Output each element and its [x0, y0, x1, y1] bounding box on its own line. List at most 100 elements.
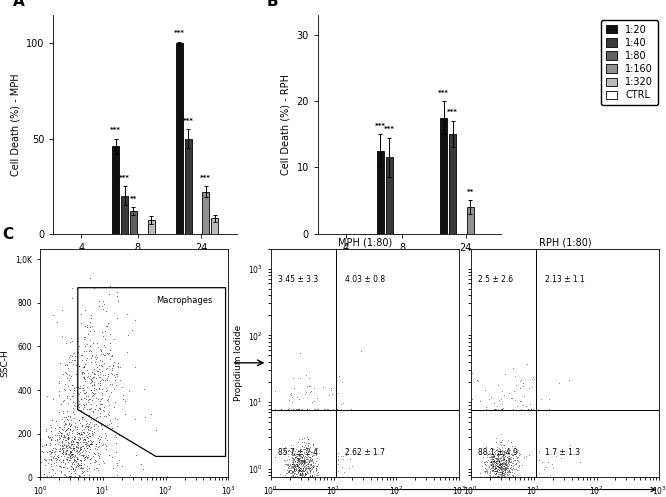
Point: [61, 415, 72, 423]
Point: [73, 443, 83, 451]
Point: [85, 415, 96, 423]
Point: [482, 473, 493, 481]
Text: ***: ***: [174, 30, 184, 36]
Point: [336, 452, 346, 460]
Point: [54, 433, 65, 441]
Point: [305, 473, 316, 481]
Point: [67, 446, 77, 454]
Point: [492, 466, 503, 474]
Point: [528, 375, 539, 383]
Point: [64, 467, 75, 475]
Point: [87, 368, 97, 376]
Point: [99, 434, 110, 442]
Point: [85, 455, 95, 463]
Point: [60, 459, 71, 467]
Point: [76, 430, 87, 438]
Point: [95, 377, 105, 385]
Point: [499, 462, 509, 470]
Point: [57, 433, 68, 441]
Point: [488, 457, 499, 465]
Point: [85, 431, 96, 439]
Point: [97, 375, 108, 383]
Point: [73, 362, 84, 370]
Point: [505, 465, 515, 473]
Point: [306, 471, 317, 479]
Point: [69, 455, 80, 463]
Point: [53, 462, 64, 470]
Point: [496, 473, 507, 481]
Point: [93, 365, 104, 373]
Point: [89, 449, 99, 457]
Point: [67, 408, 78, 415]
Point: [500, 448, 511, 456]
Point: [73, 389, 83, 397]
Point: [487, 453, 498, 461]
Point: [78, 468, 89, 476]
Point: [292, 462, 303, 470]
Point: [285, 405, 296, 413]
Point: [304, 458, 314, 466]
Point: [295, 405, 306, 413]
Point: [508, 462, 519, 470]
Point: [41, 441, 51, 449]
Point: [503, 459, 513, 467]
Point: [288, 374, 298, 382]
Point: [67, 450, 78, 458]
Point: [78, 363, 89, 371]
Point: [93, 343, 103, 351]
Point: [545, 471, 555, 479]
Point: [138, 465, 149, 473]
Point: [64, 451, 75, 459]
Point: [282, 466, 292, 474]
Point: [501, 459, 511, 467]
Point: [35, 452, 45, 460]
Point: [311, 465, 322, 473]
Point: [489, 456, 500, 464]
Point: [80, 389, 91, 397]
Point: [93, 451, 103, 459]
Point: [51, 456, 61, 464]
Point: [501, 464, 512, 472]
Point: [107, 366, 117, 374]
Point: [499, 462, 509, 470]
Point: [67, 451, 77, 459]
Point: [97, 391, 108, 399]
Point: [82, 444, 93, 452]
Point: [99, 334, 110, 342]
Point: [69, 356, 80, 364]
Point: [295, 466, 306, 474]
Point: [307, 456, 318, 464]
Point: [306, 463, 316, 471]
Point: [304, 455, 315, 463]
Point: [506, 442, 517, 450]
Point: [117, 396, 128, 404]
Point: [65, 456, 75, 464]
Point: [287, 469, 298, 477]
Point: [102, 374, 113, 382]
Point: [478, 453, 488, 461]
Point: [508, 446, 519, 454]
Point: [107, 423, 117, 431]
Point: [298, 452, 308, 460]
Point: [299, 457, 310, 465]
Point: [58, 448, 69, 456]
Point: [76, 445, 87, 453]
Point: [49, 431, 60, 439]
Point: [498, 471, 509, 479]
Point: [83, 421, 93, 429]
Point: [494, 473, 505, 481]
Point: [74, 428, 85, 436]
Point: [68, 465, 79, 473]
Point: [291, 453, 302, 461]
Point: [91, 401, 102, 409]
Point: [484, 453, 494, 461]
Point: [64, 420, 75, 428]
Point: [488, 458, 498, 466]
Point: [503, 467, 513, 475]
Point: [490, 458, 501, 466]
Point: [304, 453, 315, 461]
Point: [276, 405, 286, 413]
Point: [499, 458, 509, 466]
Point: [94, 373, 105, 381]
Point: [75, 395, 86, 403]
